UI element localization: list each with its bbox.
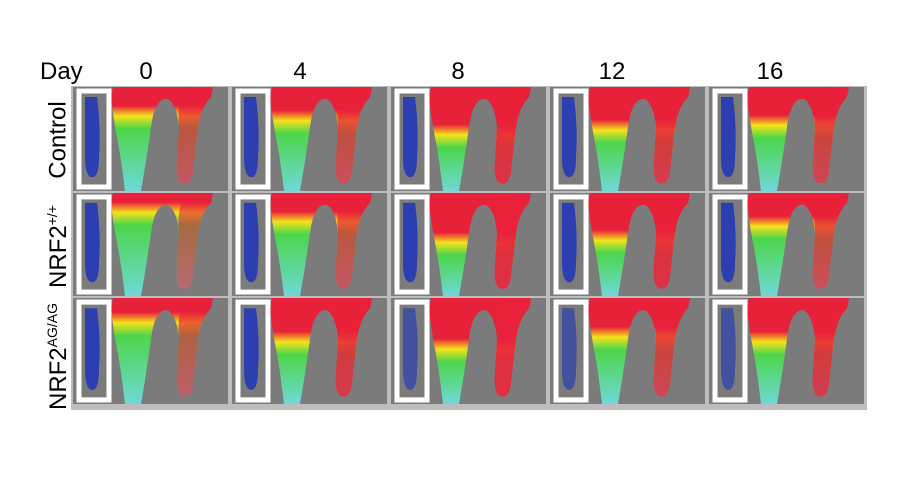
inset-box bbox=[712, 299, 748, 403]
inset-strip bbox=[403, 97, 418, 178]
day-axis-label: Day bbox=[40, 58, 83, 85]
inset-strip bbox=[721, 308, 736, 390]
heatmap-panel-row2-day4 bbox=[232, 193, 387, 296]
heatmap-panel-row1-day0 bbox=[73, 87, 228, 191]
inset-box bbox=[76, 299, 112, 403]
row-label-1: NRF2+/+ bbox=[43, 204, 72, 288]
inset-box bbox=[76, 194, 112, 295]
inset-box bbox=[712, 194, 748, 295]
row-label-0: Control bbox=[44, 101, 72, 179]
heatmap-panel-row2-day0 bbox=[73, 193, 228, 296]
inset-strip bbox=[562, 308, 577, 390]
heatmap-panel-row3-day12 bbox=[550, 298, 705, 404]
heatmap-panel-row3-day4 bbox=[232, 298, 387, 404]
column-label-day-4: 4 bbox=[293, 58, 307, 85]
inset-strip bbox=[85, 97, 100, 178]
inset-strip bbox=[85, 308, 100, 390]
inset-box bbox=[553, 194, 589, 295]
inset-box bbox=[553, 299, 589, 403]
heatmap-panel-row1-day16 bbox=[709, 87, 864, 191]
heatmap-panel-row1-day8 bbox=[391, 87, 546, 191]
row-label-2: NRF2AG/AG bbox=[43, 302, 72, 410]
inset-box bbox=[235, 88, 271, 190]
column-label-day-0: 0 bbox=[139, 58, 153, 85]
heatmap-panel-row1-day12 bbox=[550, 87, 705, 191]
heatmap-panel-row3-day16 bbox=[709, 298, 864, 404]
inset-strip bbox=[721, 202, 736, 283]
inset-box bbox=[235, 299, 271, 403]
heatmap-panel-row2-day8 bbox=[391, 193, 546, 296]
inset-strip bbox=[562, 97, 577, 178]
heatmap-panel-row2-day16 bbox=[709, 193, 864, 296]
inset-strip bbox=[244, 308, 259, 390]
inset-strip bbox=[721, 97, 736, 178]
inset-strip bbox=[244, 97, 259, 178]
heatmap-panel-row1-day4 bbox=[232, 87, 387, 191]
inset-strip bbox=[562, 202, 577, 283]
inset-box bbox=[394, 194, 430, 295]
heatmap-panel-grid bbox=[71, 86, 867, 410]
column-label-day-12: 12 bbox=[598, 58, 626, 85]
inset-box bbox=[553, 88, 589, 190]
inset-strip bbox=[403, 202, 418, 283]
heatmap-panel-row3-day0 bbox=[73, 298, 228, 404]
heatmap-panel-row3-day8 bbox=[391, 298, 546, 404]
inset-strip bbox=[85, 202, 100, 283]
inset-strip bbox=[403, 308, 418, 390]
column-label-day-8: 8 bbox=[451, 58, 465, 85]
inset-box bbox=[394, 299, 430, 403]
inset-box bbox=[76, 88, 112, 190]
inset-box bbox=[394, 88, 430, 190]
inset-box bbox=[712, 88, 748, 190]
inset-strip bbox=[244, 202, 259, 283]
heatmap-panel-row2-day12 bbox=[550, 193, 705, 296]
column-label-day-16: 16 bbox=[756, 58, 784, 85]
inset-box bbox=[235, 194, 271, 295]
